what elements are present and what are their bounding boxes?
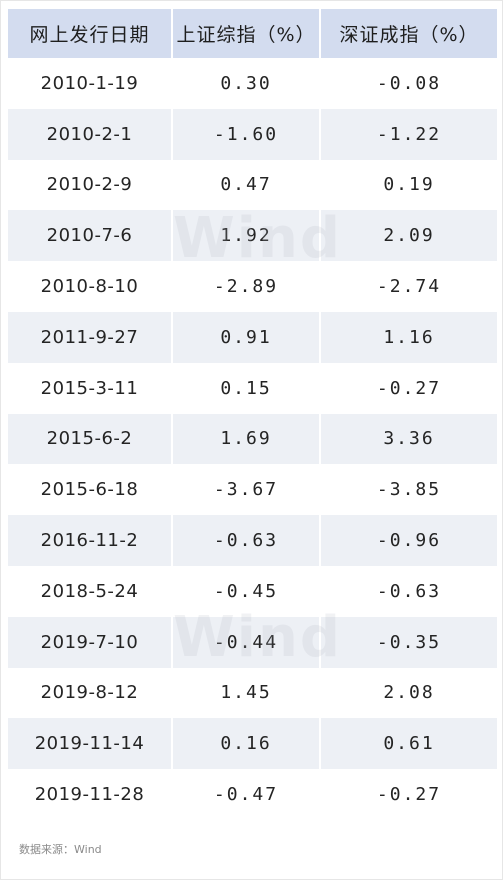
cell-shenzhen: -0.08 xyxy=(321,58,497,109)
cell-shanghai: -0.63 xyxy=(173,515,321,566)
cell-date: 2018-5-24 xyxy=(8,565,173,617)
cell-shenzhen: 3.36 xyxy=(321,413,497,465)
cell-shanghai: 1.45 xyxy=(173,667,321,719)
table-row: 2010-2-9 0.47 0.19 xyxy=(8,159,497,211)
table-row: 2016-11-2 -0.63 -0.96 xyxy=(8,515,497,566)
cell-shenzhen: -0.96 xyxy=(321,515,497,566)
cell-shanghai: -0.44 xyxy=(173,616,321,668)
table-row: 2011-9-27 0.91 1.16 xyxy=(8,311,497,363)
cell-shenzhen: 0.19 xyxy=(321,159,497,211)
cell-date: 2015-3-11 xyxy=(8,362,173,414)
cell-shanghai: -0.45 xyxy=(173,565,321,617)
table-row: 2010-1-19 0.30 -0.08 xyxy=(8,58,497,109)
cell-shanghai: -2.89 xyxy=(173,261,321,312)
header-ipo-date: 网上发行日期 xyxy=(8,9,173,58)
cell-shanghai: -3.67 xyxy=(173,464,321,516)
cell-shanghai: 0.30 xyxy=(173,58,321,109)
header-shenzhen-component: 深证成指（%） xyxy=(321,9,497,58)
cell-shenzhen: -0.63 xyxy=(321,565,497,617)
table-row: 2019-11-14 0.16 0.61 xyxy=(8,718,497,770)
table-row: 2010-7-6 1.92 2.09 xyxy=(8,210,497,262)
cell-shanghai: 1.92 xyxy=(173,210,321,262)
cell-shanghai: 0.47 xyxy=(173,159,321,211)
cell-date: 2015-6-2 xyxy=(8,413,173,465)
cell-shenzhen: -0.27 xyxy=(321,362,497,414)
cell-date: 2019-11-14 xyxy=(8,718,173,770)
table-row: 2010-8-10 -2.89 -2.74 xyxy=(8,261,497,312)
cell-shenzhen: 2.09 xyxy=(321,210,497,262)
table-row: 2015-6-18 -3.67 -3.85 xyxy=(8,464,497,516)
table-row: 2019-11-28 -0.47 -0.27 xyxy=(8,769,497,820)
cell-shenzhen: 1.16 xyxy=(321,311,497,363)
table-row: 2019-7-10 -0.44 -0.35 xyxy=(8,616,497,668)
cell-shanghai: 1.69 xyxy=(173,413,321,465)
cell-date: 2016-11-2 xyxy=(8,515,173,566)
cell-shanghai: 0.15 xyxy=(173,362,321,414)
data-source-note: 数据来源：Wind xyxy=(19,843,102,856)
cell-shanghai: -1.60 xyxy=(173,108,321,160)
cell-date: 2010-8-10 xyxy=(8,261,173,312)
cell-shenzhen: 0.61 xyxy=(321,718,497,770)
cell-date: 2019-11-28 xyxy=(8,769,173,820)
cell-date: 2015-6-18 xyxy=(8,464,173,516)
cell-date: 2010-2-9 xyxy=(8,159,173,211)
table-row: 2018-5-24 -0.45 -0.63 xyxy=(8,565,497,617)
cell-shanghai: -0.47 xyxy=(173,769,321,820)
table-row: 2015-3-11 0.15 -0.27 xyxy=(8,362,497,414)
header-shanghai-composite: 上证综指（%） xyxy=(173,9,321,58)
cell-shanghai: 0.16 xyxy=(173,718,321,770)
table-row: 2010-2-1 -1.60 -1.22 xyxy=(8,108,497,160)
cell-shenzhen: -1.22 xyxy=(321,108,497,160)
cell-shenzhen: 2.08 xyxy=(321,667,497,719)
table-header-row: 网上发行日期 上证综指（%） 深证成指（%） xyxy=(8,9,497,58)
table-row: 2015-6-2 1.69 3.36 xyxy=(8,413,497,465)
cell-shenzhen: -0.35 xyxy=(321,616,497,668)
cell-date: 2019-7-10 xyxy=(8,616,173,668)
cell-date: 2010-1-19 xyxy=(8,58,173,109)
cell-date: 2019-8-12 xyxy=(8,667,173,719)
cell-shenzhen: -3.85 xyxy=(321,464,497,516)
cell-date: 2010-7-6 xyxy=(8,210,173,262)
cell-date: 2011-9-27 xyxy=(8,311,173,363)
cell-shenzhen: -0.27 xyxy=(321,769,497,820)
cell-date: 2010-2-1 xyxy=(8,108,173,160)
ipo-index-table: 网上发行日期 上证综指（%） 深证成指（%） 2010-1-19 0.30 -0… xyxy=(8,9,497,820)
cell-shanghai: 0.91 xyxy=(173,311,321,363)
cell-shenzhen: -2.74 xyxy=(321,261,497,312)
table-row: 2019-8-12 1.45 2.08 xyxy=(8,667,497,719)
